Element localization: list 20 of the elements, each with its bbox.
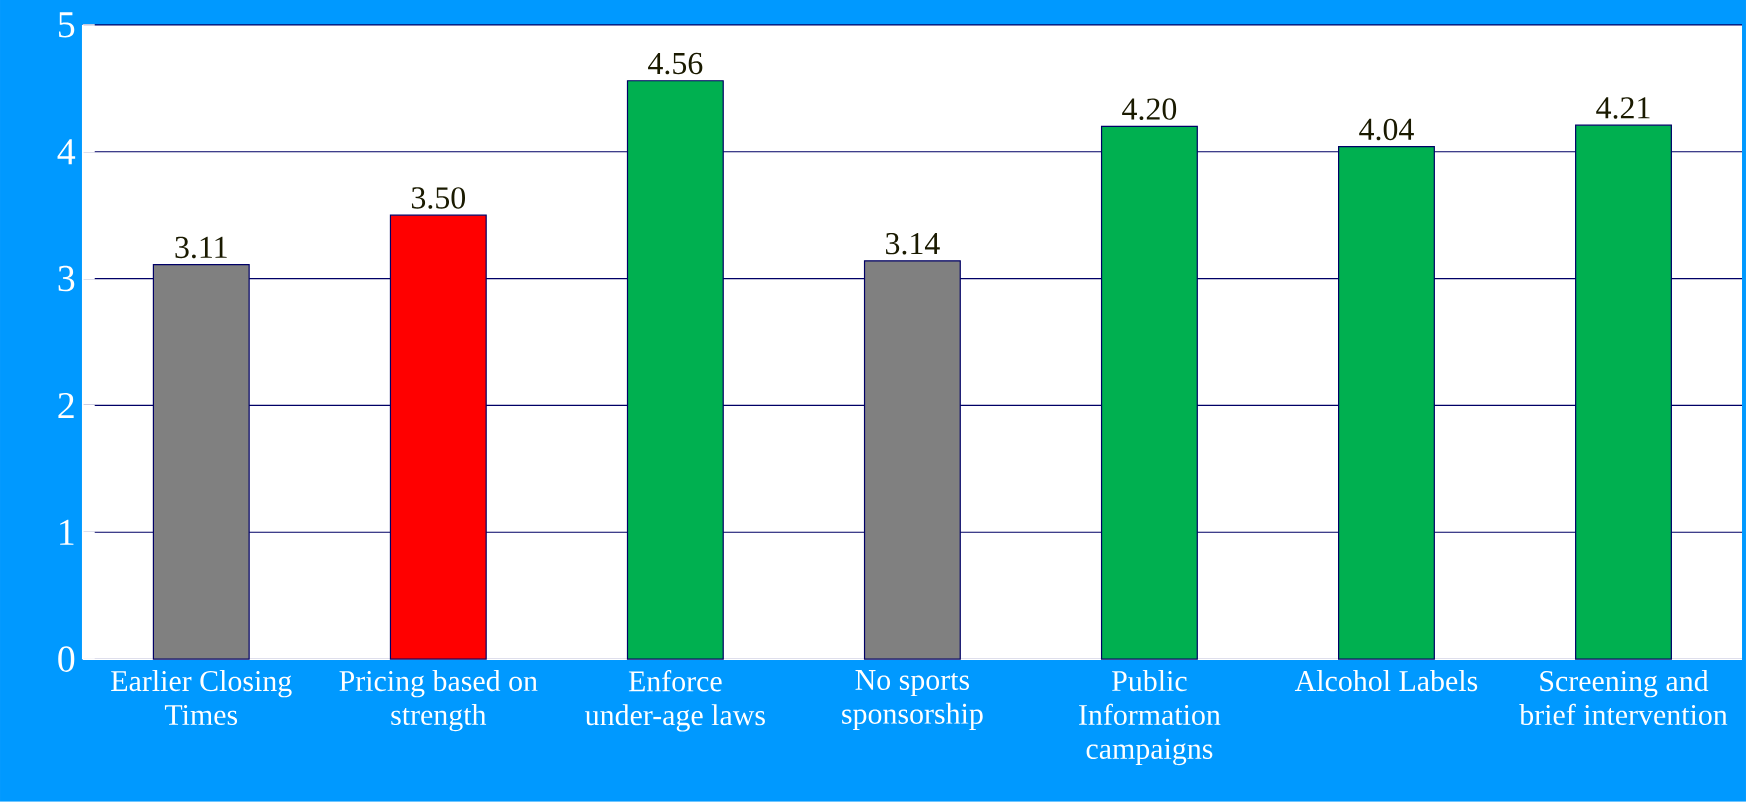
y-tick-label: 0: [58, 646, 75, 673]
data-label: 4.56: [648, 52, 703, 75]
data-label: 4.20: [1122, 98, 1177, 121]
x-tick-label: Public Information campaigns: [1079, 670, 1221, 766]
y-tick-label: 5: [59, 12, 75, 38]
data-label: 3.50: [411, 187, 466, 209]
x-tick-label: Pricing based on strength: [339, 670, 538, 732]
x-tick-label: Alcohol Labels: [1294, 670, 1478, 692]
x-tick-label: No sports sponsorship: [842, 670, 983, 731]
x-tick-label: Screening and brief intervention: [1519, 670, 1728, 726]
data-label: 4.04: [1359, 118, 1414, 141]
y-tick-label: 3: [58, 266, 75, 292]
data-label: 3.11: [175, 236, 227, 259]
x-tick-label: Earlier Closing Times: [111, 670, 292, 726]
y-tick-label: 2: [58, 393, 74, 419]
y-tick-label: 1: [60, 519, 74, 545]
data-label: 3.14: [885, 233, 940, 255]
y-tick-label: 4: [57, 139, 76, 165]
x-tick-label: Enforce under-age laws: [585, 670, 765, 732]
data-label: 4.21: [1596, 97, 1650, 119]
